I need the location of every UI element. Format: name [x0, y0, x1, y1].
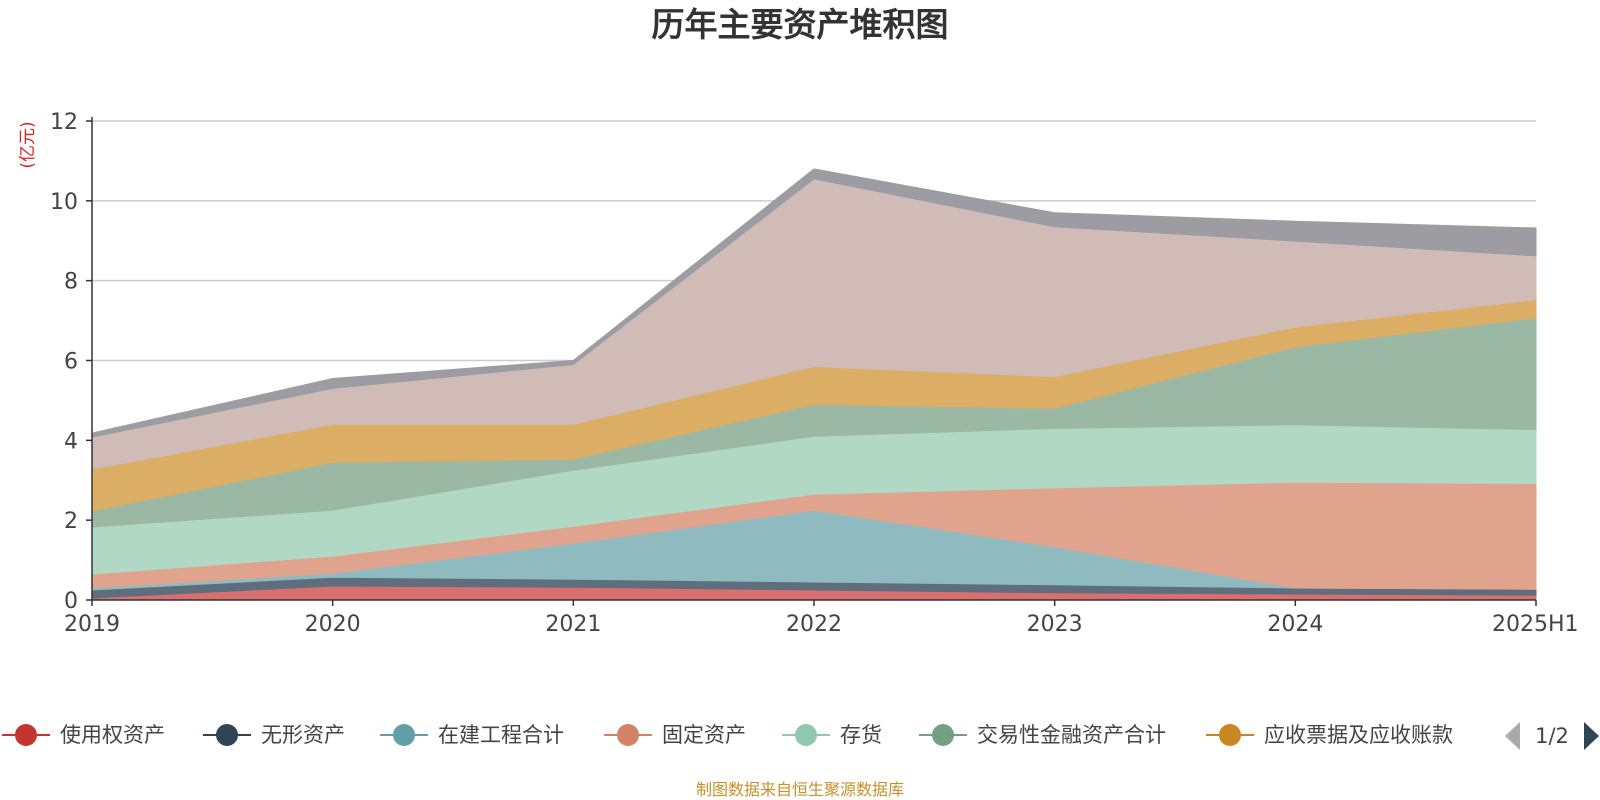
legend-item[interactable]: 应收票据及应收账款 [1206, 723, 1453, 747]
legend-marker-icon [617, 724, 639, 746]
x-tick-label: 2020 [305, 612, 361, 637]
x-tick-label: 2024 [1267, 612, 1323, 637]
legend-next-page-icon[interactable] [1584, 722, 1599, 750]
y-tick-label: 2 [64, 509, 78, 534]
legend-label: 固定资产 [662, 723, 746, 747]
x-tick-label: 2019 [64, 612, 120, 637]
axis-layer: 0 2 4 6 8 10 12 2019 2020 2021 2022 2023 2024 2025H1 [50, 110, 1579, 637]
legend-label: 应收票据及应收账款 [1264, 723, 1453, 747]
y-axis-label: (亿元) [18, 121, 38, 168]
y-tick-label: 0 [64, 589, 78, 614]
legend-item[interactable]: 使用权资产 [2, 723, 165, 747]
x-tick-label: 2021 [545, 612, 601, 637]
data-source-note: 制图数据来自恒生聚源数据库 [696, 780, 904, 799]
legend-item[interactable]: 交易性金融资产合计 [919, 723, 1166, 747]
y-tick-label: 8 [64, 270, 78, 295]
x-tick-label: 2022 [786, 612, 842, 637]
legend-marker-icon [932, 724, 954, 746]
legend-marker-icon [15, 724, 37, 746]
legend: 使用权资产 无形资产 在建工程合计 固定资产 存货 交易性金融资产合计 应收票据及应收账款 [2, 723, 1453, 747]
area-layer [91, 168, 1537, 601]
legend-label: 在建工程合计 [438, 723, 564, 747]
legend-label: 无形资产 [261, 723, 345, 747]
legend-marker-icon [393, 724, 415, 746]
legend-marker-icon [1219, 724, 1241, 746]
y-tick-label: 6 [64, 350, 78, 375]
chart-title: 历年主要资产堆积图 [652, 5, 949, 44]
legend-item[interactable]: 存货 [782, 723, 882, 747]
legend-label: 交易性金融资产合计 [977, 723, 1166, 747]
legend-item[interactable]: 无形资产 [203, 723, 345, 747]
legend-label: 使用权资产 [60, 723, 165, 747]
x-tick-label: 2023 [1027, 612, 1083, 637]
legend-page-indicator: 1/2 [1535, 724, 1569, 748]
legend-label: 存货 [840, 723, 882, 747]
x-tick-label: 2025H1 [1492, 612, 1579, 637]
y-tick-label: 4 [64, 429, 78, 454]
area-series-8 [91, 168, 1537, 438]
legend-marker-icon [216, 724, 238, 746]
legend-prev-page-icon[interactable] [1505, 722, 1520, 750]
legend-item[interactable]: 固定资产 [604, 723, 746, 747]
legend-marker-icon [795, 724, 817, 746]
legend-item[interactable]: 在建工程合计 [380, 723, 564, 747]
y-tick-label: 12 [50, 110, 78, 135]
y-tick-label: 10 [50, 190, 78, 215]
legend-pager: 1/2 [1505, 722, 1599, 750]
